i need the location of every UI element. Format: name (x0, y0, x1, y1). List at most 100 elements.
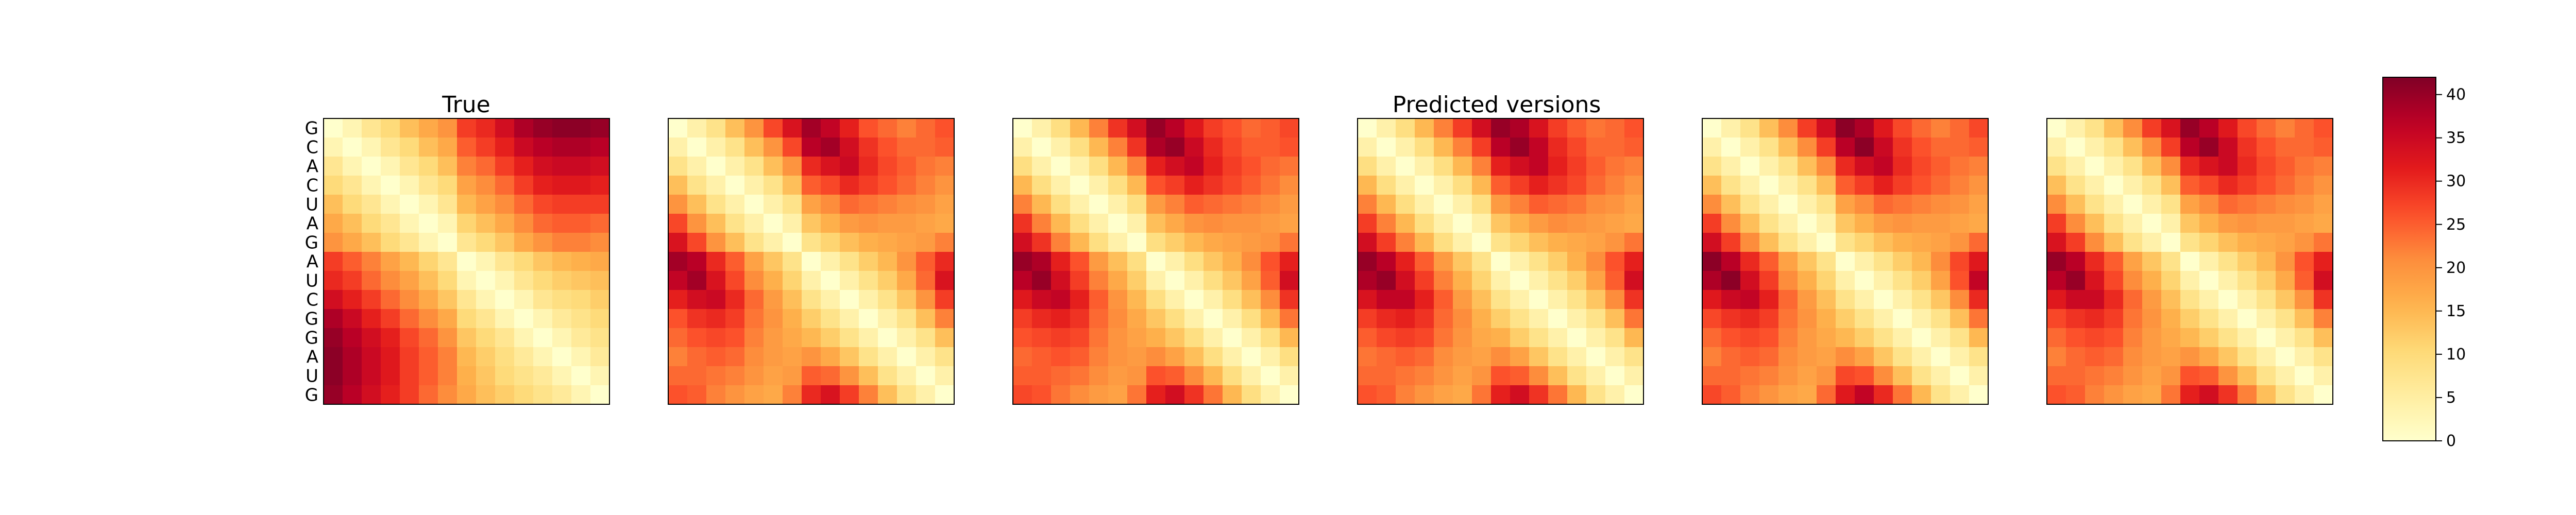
heatmap-cell (1472, 118, 1492, 138)
heatmap-cell (1108, 347, 1128, 367)
heatmap-cell (476, 290, 496, 310)
heatmap-cell (1146, 252, 1166, 271)
heatmap-cell (2085, 252, 2105, 271)
heatmap-cell (1586, 366, 1606, 386)
heatmap-cell (744, 271, 764, 290)
heatmap-cell (1491, 138, 1511, 157)
heatmap-cell (1013, 347, 1032, 367)
heatmap-cell (1969, 290, 1989, 310)
heatmap-cell (1969, 214, 1989, 233)
heatmap-cell (1165, 157, 1185, 176)
heatmap-cell (1377, 233, 1396, 252)
colorbar-tick-label: 20 (2446, 259, 2466, 277)
heatmap-cell (533, 252, 553, 271)
heatmap-cell (1721, 252, 1741, 271)
heatmap-cell (533, 214, 553, 233)
heatmap-cell (1721, 233, 1741, 252)
heatmap-cell (1051, 366, 1071, 386)
heatmap-cell (2199, 195, 2219, 214)
heatmap-cell (1377, 157, 1396, 176)
heatmap-cell (2142, 118, 2162, 138)
heatmap-cell (2161, 118, 2181, 138)
heatmap-cell (783, 385, 802, 405)
heatmap-cell (2199, 214, 2219, 233)
heatmap-cell (935, 385, 955, 405)
heatmap-cell (1778, 118, 1798, 138)
heatmap-cell (514, 233, 534, 252)
heatmap-cell (1759, 347, 1779, 367)
heatmap-cell (438, 347, 457, 367)
heatmap-cell (2180, 138, 2200, 157)
heatmap-cell (324, 309, 343, 329)
heatmap-cell (1127, 214, 1147, 233)
heatmap-cell (2180, 157, 2200, 176)
heatmap-cell (2104, 309, 2124, 329)
heatmap-cell (1396, 118, 1415, 138)
heatmap-cell (916, 347, 936, 367)
heatmap-cell (1950, 347, 1970, 367)
heatmap-cell (2123, 176, 2143, 195)
heatmap-cell (764, 328, 783, 348)
heatmap-cell (381, 252, 400, 271)
heatmap-cell (533, 347, 553, 367)
heatmap-cell (381, 214, 400, 233)
heatmap-cell (1377, 176, 1396, 195)
heatmap-cell (2142, 366, 2162, 386)
heatmap-cell (1931, 157, 1951, 176)
heatmap-cell (1165, 290, 1185, 310)
heatmap-cell (1146, 328, 1166, 348)
heatmap-cell (1969, 385, 1989, 405)
heatmap-cell (1223, 214, 1242, 233)
heatmap-cell (1032, 271, 1052, 290)
heatmap-cell (438, 309, 457, 329)
heatmap-cell (457, 195, 477, 214)
heatmap-cell (1261, 118, 1280, 138)
heatmap-cell (2238, 195, 2257, 214)
heatmap-cell (2047, 271, 2066, 290)
heatmap-cell (2276, 195, 2295, 214)
heatmap-cell (1032, 214, 1052, 233)
heatmap-cell (1548, 271, 1568, 290)
heatmap-cell (1165, 385, 1185, 405)
heatmap-cell (343, 138, 362, 157)
heatmap-cell (1624, 157, 1644, 176)
heatmap-cell (1605, 176, 1625, 195)
heatmap-cell (343, 118, 362, 138)
heatmap-cell (1740, 347, 1760, 367)
heatmap-cell (2238, 366, 2257, 386)
heatmap-cell (725, 252, 745, 271)
heatmap-cell (1529, 214, 1549, 233)
heatmap-cell (590, 118, 610, 138)
heatmap-cell (1836, 271, 1855, 290)
heatmap-cell (878, 385, 897, 405)
heatmap-cell (2199, 252, 2219, 271)
heatmap-cell (457, 328, 477, 348)
heatmap-cell (1874, 290, 1893, 310)
heatmap-cell (457, 347, 477, 367)
heatmap-cell (1702, 176, 1722, 195)
heatmap-cell (821, 176, 840, 195)
heatmap-cell (1912, 366, 1931, 386)
heatmap-cell (1184, 214, 1204, 233)
heatmap-cell (859, 118, 878, 138)
heatmap-cell (1453, 271, 1472, 290)
heatmap-cell (2066, 347, 2086, 367)
heatmap-cell (1472, 157, 1492, 176)
heatmap-cell (1931, 118, 1951, 138)
heatmap-cell (1358, 328, 1377, 348)
heatmap-cell (400, 118, 419, 138)
heatmap-cell (1146, 118, 1166, 138)
heatmap-cell (400, 309, 419, 329)
heatmap-cell (687, 118, 707, 138)
heatmap-cell (725, 328, 745, 348)
heatmap-cell (1491, 366, 1511, 386)
heatmap-cell (935, 271, 955, 290)
heatmap-cell (362, 138, 381, 157)
heatmap-cell (2238, 309, 2257, 329)
heatmap-cell (1491, 385, 1511, 405)
heatmap-cell (400, 385, 419, 405)
heatmap-cell (381, 347, 400, 367)
heatmap-cell (1836, 233, 1855, 252)
heatmap-cell (1472, 290, 1492, 310)
heatmap-cell (1510, 328, 1530, 348)
